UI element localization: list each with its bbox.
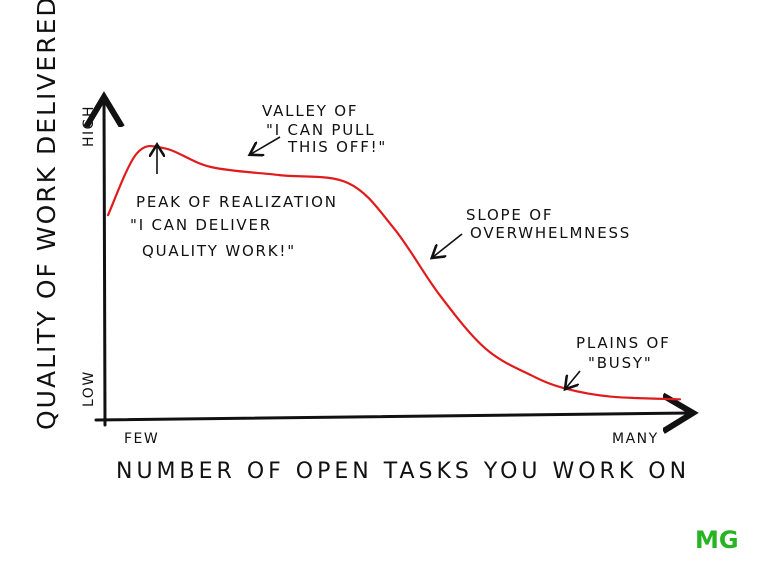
annotation-valley-line-3: THIS OFF!"	[287, 138, 387, 156]
logo: MG	[695, 526, 739, 554]
annotation-peak-line-3: QUALITY WORK!"	[142, 242, 296, 260]
annotation-peak: PEAK OF REALIZATION "I CAN DELIVER QUALI…	[130, 146, 338, 260]
annotation-plains-line-2: "BUSY"	[588, 354, 653, 372]
annotation-slope-line-2: OVERWHELMNESS	[470, 224, 631, 242]
arrow-icon	[566, 370, 581, 388]
y-axis-label: QUALITY OF WORK DELIVERED	[32, 0, 61, 430]
y-tick-label-low: LOW	[81, 370, 97, 407]
x-tick-label-many: MANY	[612, 431, 659, 447]
annotation-plains-line-1: PLAINS OF	[576, 334, 671, 352]
arrow-icon	[433, 233, 463, 257]
y-axis-line	[104, 100, 105, 427]
x-axis-line	[94, 413, 690, 420]
annotation-valley-line-1: VALLEY OF	[262, 102, 358, 120]
annotation-slope: SLOPE OF OVERWHELMNESS	[433, 206, 631, 257]
annotation-valley: VALLEY OF "I CAN PULL THIS OFF!"	[251, 102, 387, 156]
annotation-peak-line-2: "I CAN DELIVER	[130, 216, 272, 234]
y-tick-label-high: HIGH	[81, 105, 97, 147]
annotation-slope-line-1: SLOPE OF	[466, 206, 553, 224]
annotation-valley-line-2: "I CAN PULL	[266, 121, 375, 139]
annotation-plains: PLAINS OF "BUSY"	[566, 334, 671, 388]
x-axis-label: NUMBER OF OPEN TASKS YOU WORK ON	[116, 459, 690, 484]
annotation-peak-line-1: PEAK OF REALIZATION	[136, 193, 338, 211]
arrow-icon	[251, 136, 281, 154]
x-tick-label-few: FEW	[124, 431, 159, 447]
